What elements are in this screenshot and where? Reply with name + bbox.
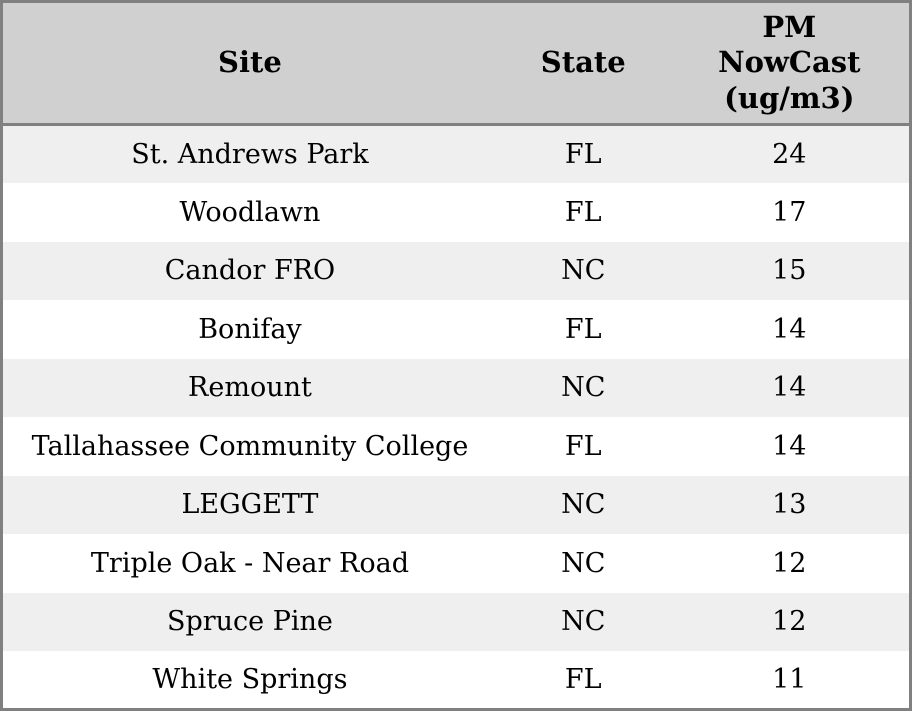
state-cell: FL bbox=[564, 313, 602, 345]
table-row: St. Andrews Park FL 24 bbox=[1, 124, 911, 183]
state-cell: NC bbox=[561, 372, 606, 404]
header-cell-pm-nowcast: PM NowCast (ug/m3) bbox=[669, 1, 911, 126]
site-cell: Candor FRO bbox=[164, 255, 336, 287]
table-row: Remount NC 14 bbox=[1, 358, 911, 417]
state-cell: FL bbox=[564, 430, 602, 462]
header-cell-site: Site bbox=[1, 1, 497, 126]
site-cell: Woodlawn bbox=[179, 196, 321, 228]
pm-value-cell: 14 bbox=[772, 430, 807, 462]
site-cell: Triple Oak - Near Road bbox=[90, 547, 409, 579]
pm-value-cell: 17 bbox=[772, 196, 807, 228]
pm-value-cell: 14 bbox=[772, 313, 807, 345]
table-header: Site State PM NowCast (ug/m3) bbox=[1, 1, 911, 126]
state-cell: NC bbox=[561, 547, 606, 579]
site-cell: White Springs bbox=[152, 664, 348, 695]
table-row: Triple Oak - Near Road NC 12 bbox=[1, 534, 911, 593]
table-body: St. Andrews Park FL 24 Woodlawn FL 17 Ca… bbox=[1, 124, 911, 710]
table-row: Spruce Pine NC 12 bbox=[1, 592, 911, 651]
table-row: Tallahassee Community College FL 14 bbox=[1, 417, 911, 476]
site-cell: Tallahassee Community College bbox=[31, 430, 469, 462]
header-cell-state: State bbox=[496, 1, 670, 126]
header-pm-nowcast-label: PM NowCast (ug/m3) bbox=[718, 9, 861, 115]
site-cell: Bonifay bbox=[198, 313, 302, 345]
state-cell: FL bbox=[564, 139, 602, 170]
site-cell: LEGGETT bbox=[181, 489, 319, 521]
pm-value-cell: 13 bbox=[772, 489, 807, 521]
state-cell: NC bbox=[561, 255, 606, 287]
table-row: Bonifay FL 14 bbox=[1, 300, 911, 359]
pm-value-cell: 12 bbox=[772, 606, 807, 638]
site-cell: Remount bbox=[188, 372, 312, 404]
pm-value-cell: 15 bbox=[772, 255, 807, 287]
pm-value-cell: 11 bbox=[772, 664, 807, 695]
pm-value-cell: 14 bbox=[772, 372, 807, 404]
state-cell: FL bbox=[564, 196, 602, 228]
state-cell: NC bbox=[561, 489, 606, 521]
site-cell: Spruce Pine bbox=[166, 606, 333, 638]
table-row: Woodlawn FL 17 bbox=[1, 183, 911, 242]
pm-value-cell: 12 bbox=[772, 547, 807, 579]
table-row: White Springs FL 11 bbox=[1, 651, 911, 710]
header-row: Site State PM NowCast (ug/m3) bbox=[1, 1, 911, 126]
site-cell: St. Andrews Park bbox=[131, 139, 369, 170]
table-row: LEGGETT NC 13 bbox=[1, 475, 911, 534]
state-cell: NC bbox=[561, 606, 606, 638]
table-row: Candor FRO NC 15 bbox=[1, 241, 911, 300]
pm-value-cell: 24 bbox=[772, 139, 807, 170]
state-cell: FL bbox=[564, 664, 602, 695]
